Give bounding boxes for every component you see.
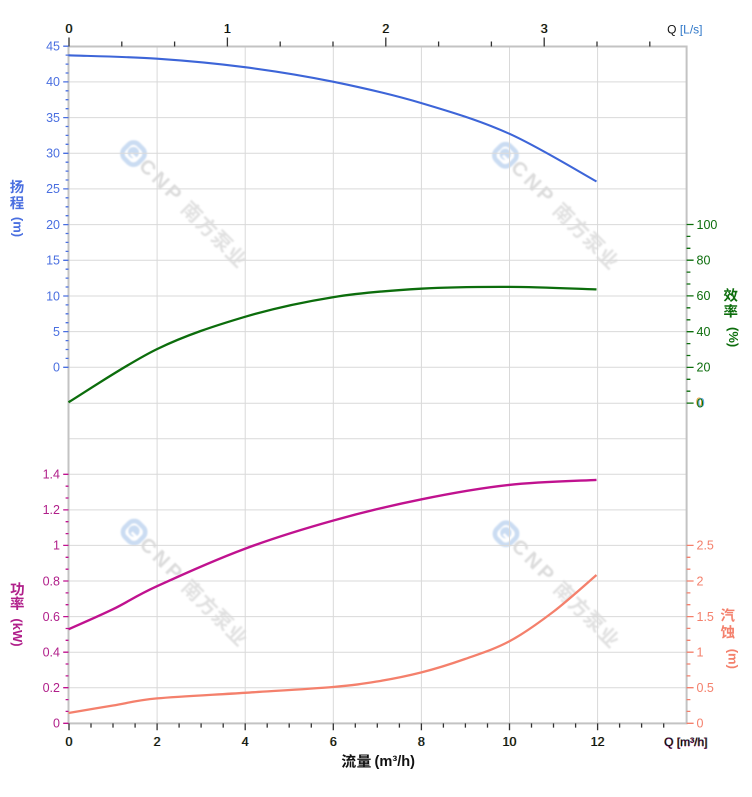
- svg-text:6: 6: [331, 735, 338, 749]
- svg-text:0: 0: [66, 735, 73, 749]
- svg-text:2: 2: [154, 735, 161, 749]
- svg-text:Q [m³/h]: Q [m³/h]: [663, 735, 706, 749]
- svg-text:12: 12: [590, 735, 604, 749]
- svg-text:0: 0: [698, 396, 705, 410]
- svg-text:3: 3: [541, 22, 548, 36]
- svg-text:2: 2: [382, 22, 389, 36]
- svg-text:Q [m³/h]: Q [m³/h]: [665, 735, 708, 749]
- svg-text:3: 3: [540, 22, 547, 36]
- svg-text:2: 2: [382, 22, 389, 36]
- svg-text:(m³/h): (m³/h): [375, 754, 416, 770]
- svg-text:(m): (m): [726, 649, 741, 669]
- svg-text:0: 0: [53, 361, 60, 375]
- svg-text:10: 10: [503, 735, 517, 749]
- svg-text:6: 6: [330, 735, 337, 749]
- svg-text:45: 45: [46, 40, 60, 54]
- svg-text:4: 4: [242, 735, 249, 749]
- svg-text:20: 20: [697, 361, 711, 375]
- svg-text:1: 1: [697, 646, 704, 660]
- svg-text:15: 15: [46, 254, 60, 268]
- svg-text:1.2: 1.2: [43, 503, 60, 517]
- svg-text:Q [L/s]: Q [L/s]: [667, 22, 702, 36]
- svg-text:(kW): (kW): [10, 618, 25, 646]
- svg-text:80: 80: [697, 254, 711, 268]
- svg-text:10: 10: [46, 289, 60, 303]
- svg-text:100: 100: [697, 218, 718, 232]
- svg-text:40: 40: [697, 325, 711, 339]
- svg-text:1: 1: [224, 22, 231, 36]
- svg-text:6: 6: [329, 735, 336, 749]
- svg-text:12: 12: [591, 735, 605, 749]
- svg-text:12: 12: [591, 735, 605, 749]
- svg-text:8: 8: [418, 735, 425, 749]
- svg-text:0: 0: [696, 396, 703, 410]
- svg-text:1: 1: [53, 539, 60, 553]
- svg-text:40: 40: [46, 75, 60, 89]
- svg-text:4: 4: [241, 735, 248, 749]
- svg-text:1: 1: [223, 22, 230, 36]
- svg-text:8: 8: [417, 735, 424, 749]
- svg-text:25: 25: [46, 182, 60, 196]
- svg-text:8: 8: [419, 735, 426, 749]
- svg-text:0.6: 0.6: [43, 610, 60, 624]
- svg-text:Q [m³/h]: Q [m³/h]: [664, 735, 707, 749]
- svg-text:(%): (%): [726, 327, 741, 347]
- svg-text:(m): (m): [10, 217, 25, 237]
- svg-text:1.5: 1.5: [697, 610, 714, 624]
- svg-text:2.5: 2.5: [697, 539, 714, 553]
- svg-text:0: 0: [66, 735, 73, 749]
- svg-text:2: 2: [697, 574, 704, 588]
- svg-text:2: 2: [154, 735, 161, 749]
- svg-text:0: 0: [697, 396, 704, 410]
- svg-text:0.5: 0.5: [697, 681, 714, 695]
- svg-text:0.8: 0.8: [43, 574, 60, 588]
- svg-text:0: 0: [66, 22, 73, 36]
- svg-text:3: 3: [541, 22, 548, 36]
- svg-text:0: 0: [53, 717, 60, 731]
- svg-text:10: 10: [503, 735, 517, 749]
- svg-text:2: 2: [383, 22, 390, 36]
- svg-text:Q [m³/h]: Q [m³/h]: [664, 736, 707, 750]
- svg-text:0.4: 0.4: [43, 646, 60, 660]
- svg-text:1.4: 1.4: [43, 468, 60, 482]
- svg-text:35: 35: [46, 111, 60, 125]
- svg-text:0: 0: [65, 735, 72, 749]
- svg-text:0: 0: [66, 22, 73, 36]
- svg-text:0: 0: [697, 717, 704, 731]
- svg-text:30: 30: [46, 147, 60, 161]
- svg-text:10: 10: [502, 735, 516, 749]
- svg-text:4: 4: [242, 735, 249, 749]
- svg-text:2: 2: [153, 735, 160, 749]
- svg-text:1: 1: [225, 22, 232, 36]
- svg-text:0: 0: [65, 22, 72, 36]
- svg-text:5: 5: [53, 325, 60, 339]
- svg-text:60: 60: [697, 289, 711, 303]
- svg-text:20: 20: [46, 218, 60, 232]
- svg-text:0.2: 0.2: [43, 681, 60, 695]
